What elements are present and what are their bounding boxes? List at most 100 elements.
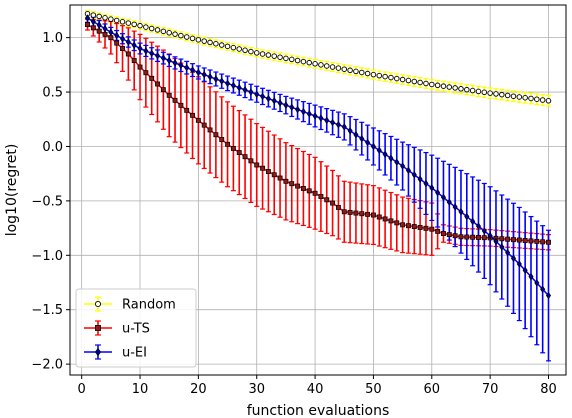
- legend: Random u-TS u-EI: [75, 288, 197, 368]
- data-point: [400, 162, 406, 170]
- data-point: [481, 235, 487, 241]
- data-point: [219, 77, 225, 85]
- data-point: [365, 138, 371, 147]
- data-point: [259, 51, 266, 57]
- data-point: [295, 183, 301, 189]
- data-point: [224, 43, 231, 50]
- data-point: [493, 237, 499, 246]
- y-tick-label: 0.5: [42, 86, 63, 101]
- data-point: [464, 212, 470, 221]
- data-point: [295, 105, 301, 114]
- data-point: [283, 178, 289, 184]
- data-point: [254, 90, 260, 98]
- data-point: [184, 63, 190, 72]
- legend-label: u-TS: [122, 322, 150, 337]
- data-point: [481, 227, 487, 235]
- data-point: [353, 130, 359, 139]
- data-point: [469, 87, 476, 94]
- data-point: [487, 90, 493, 96]
- data-point: [528, 95, 534, 102]
- data-point: [505, 248, 511, 257]
- data-point: [102, 24, 108, 33]
- data-point: [120, 46, 125, 51]
- data-point: [213, 132, 219, 138]
- data-point: [534, 279, 540, 287]
- data-point: [516, 94, 523, 100]
- data-point: [166, 92, 172, 98]
- data-point: [114, 31, 120, 40]
- data-point: [423, 179, 429, 188]
- data-point: [476, 234, 481, 240]
- data-point: [540, 285, 546, 293]
- data-point: [528, 238, 534, 244]
- x-tick-label: 30: [248, 382, 265, 397]
- data-point: [143, 70, 149, 76]
- data-point: [242, 47, 248, 54]
- data-point: [166, 56, 172, 65]
- data-point: [411, 171, 417, 179]
- data-point: [172, 97, 178, 103]
- data-point: [184, 107, 190, 113]
- data-point: [341, 66, 348, 72]
- data-point: [155, 51, 161, 60]
- data-point: [213, 40, 219, 47]
- data-point: [114, 40, 120, 46]
- data-point: [242, 154, 248, 160]
- data-point: [96, 21, 102, 29]
- data-point: [248, 158, 254, 164]
- data-point: [382, 216, 388, 222]
- data-point: [236, 46, 242, 52]
- data-point: [435, 228, 441, 234]
- data-point: [312, 190, 318, 196]
- data-point: [225, 79, 231, 88]
- data-point: [137, 44, 143, 53]
- data-point: [376, 214, 382, 220]
- data-point: [289, 103, 295, 112]
- legend-box: [75, 288, 197, 368]
- data-point: [143, 47, 149, 55]
- data-point: [300, 107, 306, 116]
- legend-entry-u-ts: u-TS: [84, 320, 150, 337]
- data-point: [324, 63, 330, 69]
- data-point: [335, 204, 341, 210]
- legend-label: u-EI: [122, 346, 147, 361]
- data-point: [318, 114, 324, 122]
- data-point: [330, 118, 336, 127]
- data-point: [329, 64, 336, 70]
- data-point: [149, 75, 155, 81]
- data-point: [178, 32, 184, 39]
- data-point: [446, 84, 453, 90]
- data-point: [341, 123, 347, 131]
- data-point: [306, 188, 312, 194]
- x-tick-label: 0: [78, 382, 86, 397]
- y-tick-label: −0.5: [31, 194, 63, 209]
- data-point: [382, 150, 388, 159]
- data-point: [254, 162, 260, 168]
- data-point: [218, 42, 225, 48]
- data-point: [183, 34, 190, 40]
- data-point: [94, 347, 102, 357]
- data-point: [207, 39, 213, 46]
- data-point: [248, 88, 254, 96]
- data-point: [499, 236, 505, 242]
- data-point: [271, 97, 277, 105]
- plot-frame: [69, 4, 567, 376]
- data-point: [265, 94, 271, 103]
- data-point: [411, 224, 417, 230]
- x-axis-label: function evaluations: [247, 403, 390, 418]
- data-point: [440, 83, 447, 89]
- data-point: [458, 86, 464, 92]
- data-point: [464, 234, 470, 240]
- data-point: [359, 69, 365, 76]
- data-point: [306, 59, 312, 66]
- y-axis-label: log10(regret): [4, 144, 20, 237]
- data-point: [388, 154, 394, 162]
- data-point: [242, 86, 248, 94]
- data-point: [493, 91, 499, 97]
- data-point: [353, 210, 359, 216]
- data-point: [504, 92, 511, 99]
- data-point: [201, 122, 207, 128]
- markers-random: [84, 10, 552, 104]
- data-point: [84, 14, 91, 22]
- data-point: [528, 272, 534, 281]
